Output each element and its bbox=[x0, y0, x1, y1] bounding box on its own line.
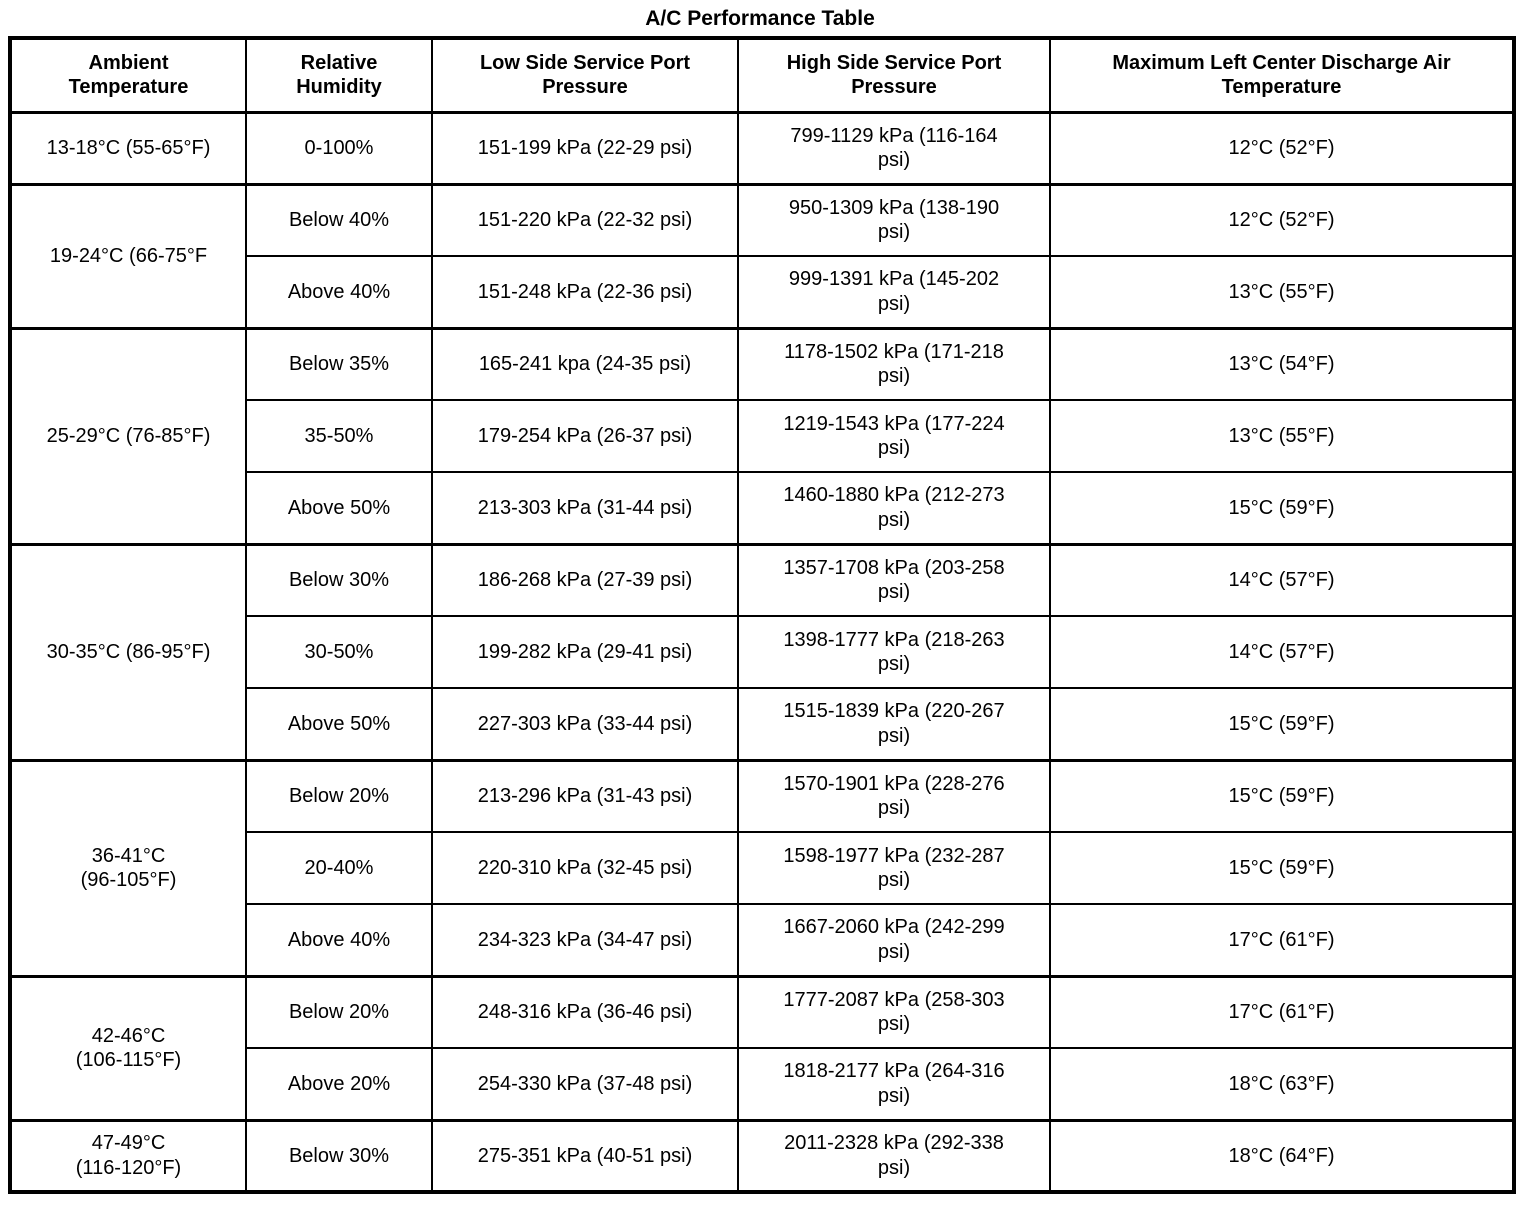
table-row: 36-41°C (96-105°F) Below 20% 213-296 kPa (… bbox=[9, 758, 1515, 977]
col-header-low-side-pressure: Low Side Service Port Pressure bbox=[431, 37, 739, 114]
table-row: 19-24°C (66-75°F Below 40% 151-220 kPa (22… bbox=[9, 182, 1515, 329]
low-side-pressure-cell: 275-351 kPa (40-51 psi) bbox=[431, 1118, 739, 1193]
low-side-pressure-cell: 179-254 kPa (26-37 psi) bbox=[431, 399, 739, 473]
relative-humidity-cell: 30-50% bbox=[245, 615, 433, 689]
col-header-max-discharge-temperature: Maximum Left Center Discharge Air Temper… bbox=[1049, 37, 1515, 114]
relative-humidity-cell: Above 40% bbox=[245, 903, 433, 977]
max-discharge-temperature-cell: 12°C (52°F) bbox=[1049, 110, 1515, 185]
low-side-pressure-cell: 254-330 kPa (37-48 psi) bbox=[431, 1047, 739, 1121]
table-row: 42-46°C (106-115°F) Below 20% 248-316 kPa … bbox=[9, 974, 1515, 1121]
high-side-pressure-cell: 1357-1708 kPa (203-258 psi) bbox=[737, 542, 1051, 617]
high-side-pressure-cell: 1818-2177 kPa (264-316 psi) bbox=[737, 1047, 1051, 1121]
ambient-temperature-cell: 36-41°C (96-105°F) bbox=[9, 758, 247, 977]
high-side-pressure-cell: 1398-1777 kPa (218-263 psi) bbox=[737, 615, 1051, 689]
max-discharge-temperature-cell: 13°C (55°F) bbox=[1049, 255, 1515, 329]
low-side-pressure-cell: 186-268 kPa (27-39 psi) bbox=[431, 542, 739, 617]
relative-humidity-cell: 0-100% bbox=[245, 110, 433, 185]
col-header-ambient-temperature: Ambient Temperature bbox=[9, 37, 247, 114]
relative-humidity-cell: Above 50% bbox=[245, 687, 433, 761]
table-row: 20-40% 220-310 kPa (32-45 psi) 1598-1977 k… bbox=[10, 831, 1515, 905]
high-side-pressure-cell: 799-1129 kPa (116-164 psi) bbox=[737, 110, 1051, 185]
ambient-temperature-cell: 13-18°C (55-65°F) bbox=[9, 110, 247, 185]
ac-performance-table: Ambient Temperature Relative Humidity Lo… bbox=[8, 36, 1516, 1194]
table-row: 30-50% 199-282 kPa (29-41 psi) 1398-1777 k… bbox=[10, 615, 1515, 689]
performance-table-body: 13-18°C (55-65°F) 0-100% 151-199 kPa (22-2… bbox=[9, 110, 1515, 1193]
low-side-pressure-cell: 227-303 kPa (33-44 psi) bbox=[431, 687, 739, 761]
high-side-pressure-cell: 1460-1880 kPa (212-273 psi) bbox=[737, 471, 1051, 545]
low-side-pressure-cell: 165-241 kpa (24-35 psi) bbox=[431, 326, 739, 401]
max-discharge-temperature-cell: 15°C (59°F) bbox=[1049, 831, 1515, 905]
relative-humidity-cell: 20-40% bbox=[245, 831, 433, 905]
low-side-pressure-cell: 213-296 kPa (31-43 psi) bbox=[431, 758, 739, 833]
max-discharge-temperature-cell: 18°C (64°F) bbox=[1049, 1118, 1515, 1193]
relative-humidity-cell: Above 40% bbox=[245, 255, 433, 329]
low-side-pressure-cell: 151-220 kPa (22-32 psi) bbox=[431, 182, 739, 257]
relative-humidity-cell: Below 40% bbox=[245, 182, 433, 257]
high-side-pressure-cell: 1219-1543 kPa (177-224 psi) bbox=[737, 399, 1051, 473]
relative-humidity-cell: Below 20% bbox=[245, 758, 433, 833]
low-side-pressure-cell: 151-199 kPa (22-29 psi) bbox=[431, 110, 739, 185]
low-side-pressure-cell: 199-282 kPa (29-41 psi) bbox=[431, 615, 739, 689]
table-row: Above 50% 227-303 kPa (33-44 psi) 1515-183… bbox=[10, 687, 1515, 761]
max-discharge-temperature-cell: 17°C (61°F) bbox=[1049, 974, 1515, 1049]
high-side-pressure-cell: 999-1391 kPa (145-202 psi) bbox=[737, 255, 1051, 329]
ambient-temperature-cell: 47-49°C (116-120°F) bbox=[9, 1118, 247, 1193]
high-side-pressure-cell: 1777-2087 kPa (258-303 psi) bbox=[737, 974, 1051, 1049]
table-row: 30-35°C (86-95°F) Below 30% 186-268 kPa (2… bbox=[9, 542, 1515, 761]
high-side-pressure-cell: 950-1309 kPa (138-190 psi) bbox=[737, 182, 1051, 257]
relative-humidity-cell: Below 20% bbox=[245, 974, 433, 1049]
table-row: Above 50% 213-303 kPa (31-44 psi) 1460-188… bbox=[10, 471, 1515, 545]
header-row: Ambient Temperature Relative Humidity Lo… bbox=[9, 37, 1515, 114]
ambient-temperature-cell: 25-29°C (76-85°F) bbox=[9, 326, 247, 545]
table-row: 35-50% 179-254 kPa (26-37 psi) 1219-1543 k… bbox=[10, 399, 1515, 473]
max-discharge-temperature-cell: 13°C (55°F) bbox=[1049, 399, 1515, 473]
ambient-temperature-cell: 30-35°C (86-95°F) bbox=[9, 542, 247, 761]
low-side-pressure-cell: 248-316 kPa (36-46 psi) bbox=[431, 974, 739, 1049]
table-row: Above 40% 234-323 kPa (34-47 psi) 1667-206… bbox=[10, 903, 1515, 977]
table-row: Above 20% 254-330 kPa (37-48 psi) 1818-217… bbox=[10, 1047, 1515, 1121]
relative-humidity-cell: Below 30% bbox=[245, 1118, 433, 1193]
relative-humidity-cell: 35-50% bbox=[245, 399, 433, 473]
relative-humidity-cell: Below 30% bbox=[245, 542, 433, 617]
table-row: 47-49°C (116-120°F) Below 30% 275-351 kPa … bbox=[9, 1118, 1515, 1193]
low-side-pressure-cell: 151-248 kPa (22-36 psi) bbox=[431, 255, 739, 329]
low-side-pressure-cell: 234-323 kPa (34-47 psi) bbox=[431, 903, 739, 977]
max-discharge-temperature-cell: 18°C (63°F) bbox=[1049, 1047, 1515, 1121]
ambient-temperature-cell: 19-24°C (66-75°F bbox=[9, 182, 247, 329]
max-discharge-temperature-cell: 14°C (57°F) bbox=[1049, 542, 1515, 617]
table-row: 13-18°C (55-65°F) 0-100% 151-199 kPa (22-2… bbox=[9, 110, 1515, 185]
max-discharge-temperature-cell: 13°C (54°F) bbox=[1049, 326, 1515, 401]
page-title: A/C Performance Table bbox=[645, 7, 875, 30]
max-discharge-temperature-cell: 12°C (52°F) bbox=[1049, 182, 1515, 257]
high-side-pressure-cell: 1178-1502 kPa (171-218 psi) bbox=[737, 326, 1051, 401]
max-discharge-temperature-cell: 17°C (61°F) bbox=[1049, 903, 1515, 977]
low-side-pressure-cell: 220-310 kPa (32-45 psi) bbox=[431, 831, 739, 905]
col-header-high-side-pressure: High Side Service Port Pressure bbox=[737, 37, 1051, 114]
high-side-pressure-cell: 1598-1977 kPa (232-287 psi) bbox=[737, 831, 1051, 905]
table-row: Above 40% 151-248 kPa (22-36 psi) 999-1391… bbox=[10, 255, 1515, 329]
max-discharge-temperature-cell: 15°C (59°F) bbox=[1049, 687, 1515, 761]
max-discharge-temperature-cell: 15°C (59°F) bbox=[1049, 758, 1515, 833]
col-header-relative-humidity: Relative Humidity bbox=[245, 37, 433, 114]
ambient-temperature-cell: 42-46°C (106-115°F) bbox=[9, 974, 247, 1121]
max-discharge-temperature-cell: 14°C (57°F) bbox=[1049, 615, 1515, 689]
relative-humidity-cell: Above 50% bbox=[245, 471, 433, 545]
max-discharge-temperature-cell: 15°C (59°F) bbox=[1049, 471, 1515, 545]
high-side-pressure-cell: 1667-2060 kPa (242-299 psi) bbox=[737, 903, 1051, 977]
high-side-pressure-cell: 1570-1901 kPa (228-276 psi) bbox=[737, 758, 1051, 833]
high-side-pressure-cell: 2011-2328 kPa (292-338 psi) bbox=[737, 1118, 1051, 1193]
relative-humidity-cell: Below 35% bbox=[245, 326, 433, 401]
high-side-pressure-cell: 1515-1839 kPa (220-267 psi) bbox=[737, 687, 1051, 761]
relative-humidity-cell: Above 20% bbox=[245, 1047, 433, 1121]
table-row: 25-29°C (76-85°F) Below 35% 165-241 kpa (2… bbox=[9, 326, 1515, 545]
low-side-pressure-cell: 213-303 kPa (31-44 psi) bbox=[431, 471, 739, 545]
